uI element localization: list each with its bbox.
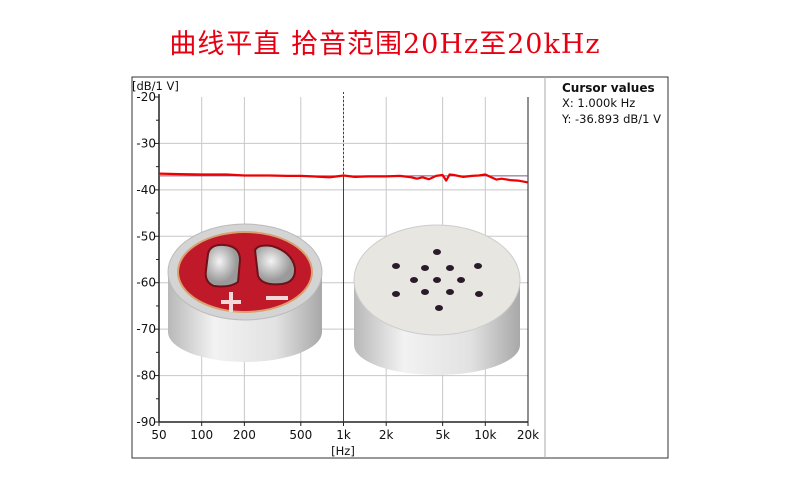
axes: 50 100 200 500 1k 2k 5k 10k 20k -20 -30 -40 -50 -60 -7… [136, 90, 539, 442]
x-tick-label: 500 [289, 428, 312, 442]
y-tick-label: -50 [136, 229, 156, 243]
y-tick-label: -20 [136, 90, 156, 104]
cursor-values-heading: Cursor values [562, 81, 655, 95]
y-tick-label: -90 [136, 415, 156, 429]
cursor-x-value: X: 1.000k Hz [562, 96, 636, 110]
x-axis-label: [Hz] [331, 444, 355, 458]
x-tick-label: 5k [435, 428, 450, 442]
series-layer [158, 172, 529, 184]
x-tick-label: 2k [379, 428, 394, 442]
response-curve [158, 172, 529, 184]
x-tick-label: 100 [190, 428, 213, 442]
page-title: 曲线平直 拾音范围20Hz至20kHz [169, 29, 601, 60]
x-tick-label: 200 [233, 428, 256, 442]
y-tick-label: -70 [136, 322, 156, 336]
x-tick-label: 10k [474, 428, 496, 442]
x-tick-label: 20k [517, 428, 539, 442]
x-tick-label: 50 [151, 428, 166, 442]
y-tick-label: -40 [136, 183, 156, 197]
microphone-photo [167, 223, 521, 375]
y-tick-label: -30 [136, 136, 156, 150]
cursor-y-value: Y: -36.893 dB/1 V [562, 112, 661, 126]
y-tick-label: -80 [136, 369, 156, 383]
y-axis-label: [dB/1 V] [132, 79, 179, 93]
y-tick-label: -60 [136, 276, 156, 290]
x-tick-label: 1k [336, 428, 351, 442]
